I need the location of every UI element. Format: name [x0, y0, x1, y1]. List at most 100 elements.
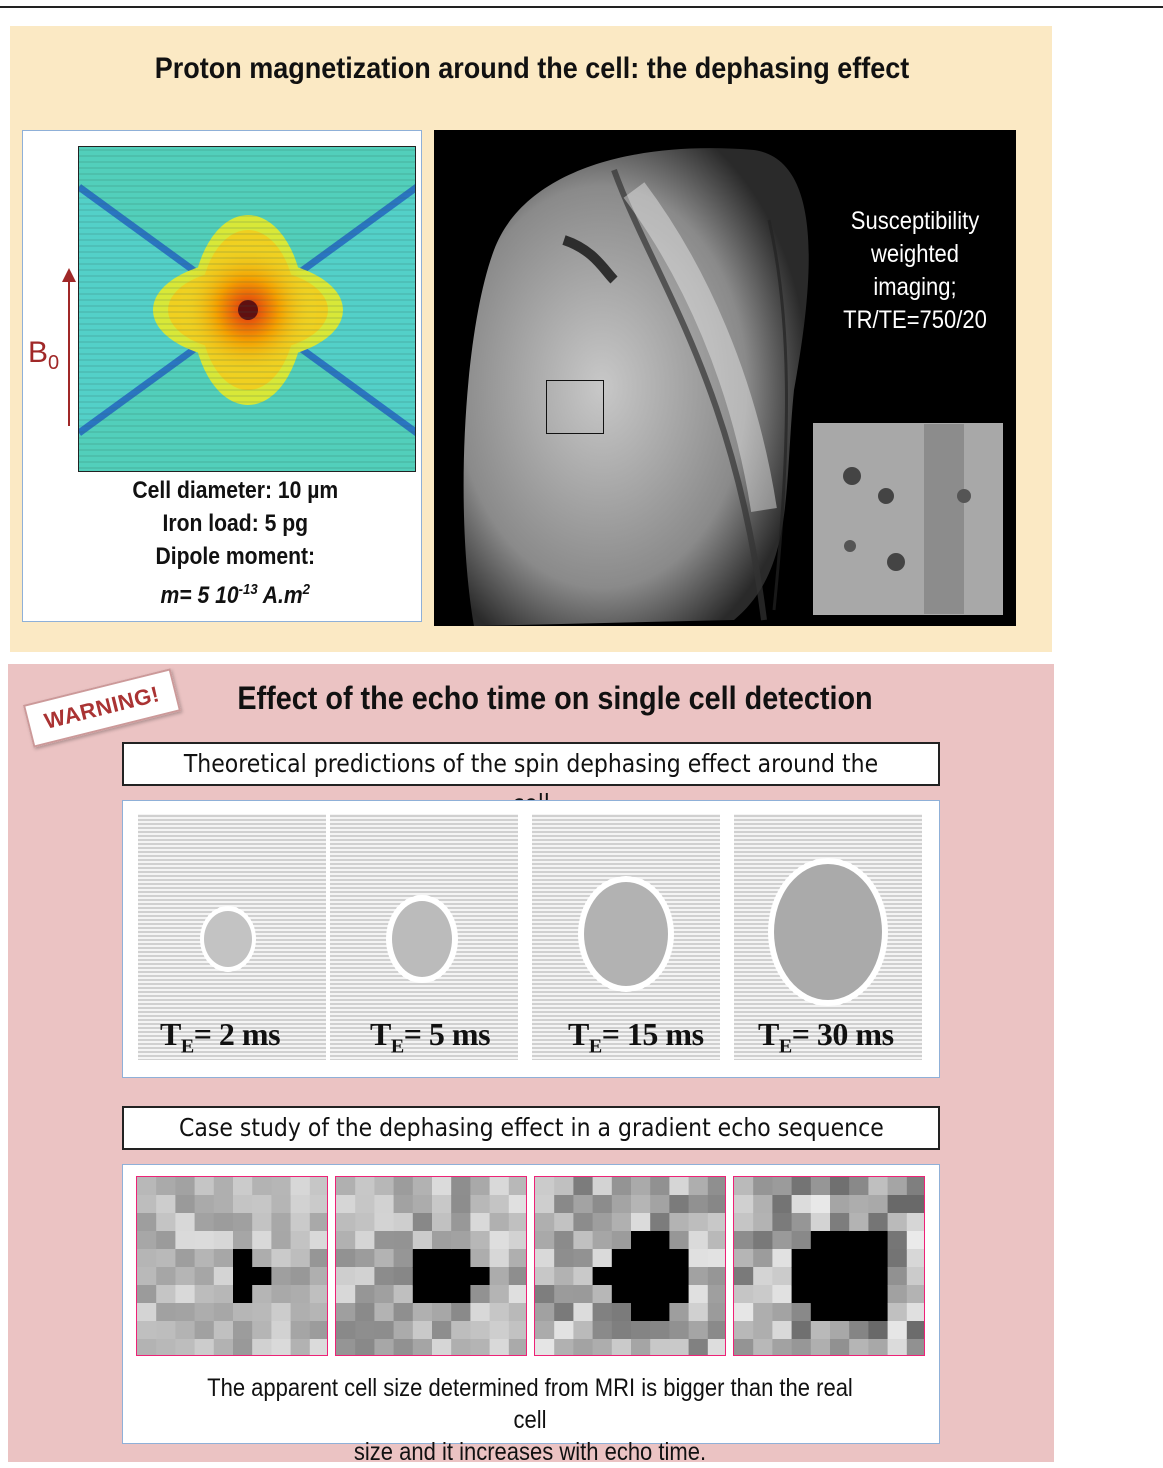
- pixel-cell: [830, 1249, 850, 1268]
- pixel-cell: [906, 1249, 924, 1268]
- pixel-cell: [688, 1267, 709, 1286]
- pixel-cell: [213, 1267, 234, 1286]
- pixel-cell: [355, 1339, 375, 1355]
- bottom-panel-title: Effect of the echo time on single cell d…: [237, 680, 873, 716]
- pixel-cell: [810, 1177, 831, 1196]
- pixel-cell: [290, 1267, 311, 1286]
- pixel-cell: [573, 1195, 594, 1214]
- pixel-cell: [592, 1303, 613, 1322]
- pixel-image-4: [733, 1176, 925, 1356]
- pixel-cell: [156, 1177, 176, 1196]
- pixel-cell: [753, 1321, 773, 1340]
- pixel-cell: [669, 1177, 690, 1196]
- pixel-cell: [336, 1249, 356, 1268]
- pixel-cell: [772, 1231, 793, 1250]
- pixel-cell: [669, 1267, 690, 1286]
- pixel-cell: [451, 1339, 471, 1355]
- pixel-cell: [887, 1321, 908, 1340]
- pixel-cell: [393, 1303, 414, 1322]
- pixel-cell: [271, 1285, 292, 1304]
- pixel-cell: [791, 1213, 812, 1232]
- simulation-panel-4: [734, 814, 922, 1060]
- pixel-cell: [535, 1303, 555, 1322]
- pixel-cell: [374, 1303, 395, 1322]
- pixel-cell: [669, 1213, 690, 1232]
- pixel-cell: [631, 1213, 651, 1232]
- te-label-3: TE= 15 ms: [568, 1016, 704, 1058]
- pixel-cell: [290, 1321, 311, 1340]
- pixel-cell: [156, 1285, 176, 1304]
- pixel-cell: [887, 1231, 908, 1250]
- pixel-cell: [271, 1267, 292, 1286]
- pixel-cell: [175, 1285, 196, 1304]
- pixel-cell: [688, 1249, 709, 1268]
- pixel-cell: [669, 1339, 690, 1355]
- pixel-cell: [753, 1195, 773, 1214]
- pixel-cell: [573, 1231, 594, 1250]
- pixel-cell: [252, 1249, 272, 1268]
- pixel-cell: [734, 1213, 754, 1232]
- pixel-cell: [175, 1303, 196, 1322]
- pixel-cell: [175, 1249, 196, 1268]
- pixel-cell: [535, 1321, 555, 1340]
- simulation-panel-1: [138, 814, 326, 1060]
- te-label-1: TE= 2 ms: [160, 1016, 281, 1058]
- pixel-cell: [432, 1213, 452, 1232]
- te-label-4: TE= 30 ms: [758, 1016, 894, 1058]
- pixel-cell: [252, 1321, 272, 1340]
- pixel-cell: [393, 1231, 414, 1250]
- pixel-cell: [412, 1195, 433, 1214]
- pixel-cell: [233, 1339, 253, 1355]
- pixel-cell: [753, 1177, 773, 1196]
- pixel-cell: [772, 1285, 793, 1304]
- pixel-cell: [650, 1213, 670, 1232]
- pixel-cell: [592, 1177, 613, 1196]
- pixel-cell: [432, 1195, 452, 1214]
- pixel-cell: [336, 1321, 356, 1340]
- pixel-cell: [592, 1285, 613, 1304]
- pixel-cell: [508, 1321, 526, 1340]
- pixel-cell: [175, 1213, 196, 1232]
- pixel-image-1: [136, 1176, 328, 1356]
- pixel-cell: [887, 1213, 908, 1232]
- pixel-cell: [906, 1177, 924, 1196]
- pixel-cell: [791, 1249, 812, 1268]
- pixel-cell: [611, 1213, 632, 1232]
- pixel-cell: [573, 1177, 594, 1196]
- pixel-cell: [156, 1249, 176, 1268]
- pixel-cell: [374, 1195, 395, 1214]
- pixel-cell: [849, 1195, 869, 1214]
- pixel-cell: [252, 1267, 272, 1286]
- pixel-cell: [393, 1213, 414, 1232]
- pixel-cell: [611, 1303, 632, 1322]
- pixel-cell: [233, 1285, 253, 1304]
- pixel-cell: [535, 1177, 555, 1196]
- pixel-cell: [849, 1177, 869, 1196]
- pixel-cell: [849, 1303, 869, 1322]
- pixel-cell: [868, 1249, 889, 1268]
- pixel-cell: [573, 1321, 594, 1340]
- simulation-panel-3: [532, 814, 720, 1060]
- pixel-cell: [707, 1321, 725, 1340]
- pixel-cell: [374, 1267, 395, 1286]
- pixel-cell: [830, 1267, 850, 1286]
- pixel-cell: [508, 1231, 526, 1250]
- pixel-cell: [137, 1177, 157, 1196]
- dipole-field-map: [78, 146, 416, 472]
- pixel-cell: [554, 1177, 574, 1196]
- pixel-cell: [451, 1321, 471, 1340]
- pixel-cell: [508, 1339, 526, 1355]
- pixel-cell: [810, 1195, 831, 1214]
- pixel-cell: [887, 1249, 908, 1268]
- pixel-cell: [631, 1321, 651, 1340]
- pixel-cell: [753, 1231, 773, 1250]
- pixel-cell: [868, 1213, 889, 1232]
- pixel-cell: [137, 1195, 157, 1214]
- pixel-cell: [669, 1195, 690, 1214]
- pixel-cell: [573, 1249, 594, 1268]
- pixel-cell: [271, 1231, 292, 1250]
- pixel-cell: [611, 1195, 632, 1214]
- pixel-cell: [810, 1231, 831, 1250]
- pixel-cell: [252, 1303, 272, 1322]
- pixel-cell: [271, 1303, 292, 1322]
